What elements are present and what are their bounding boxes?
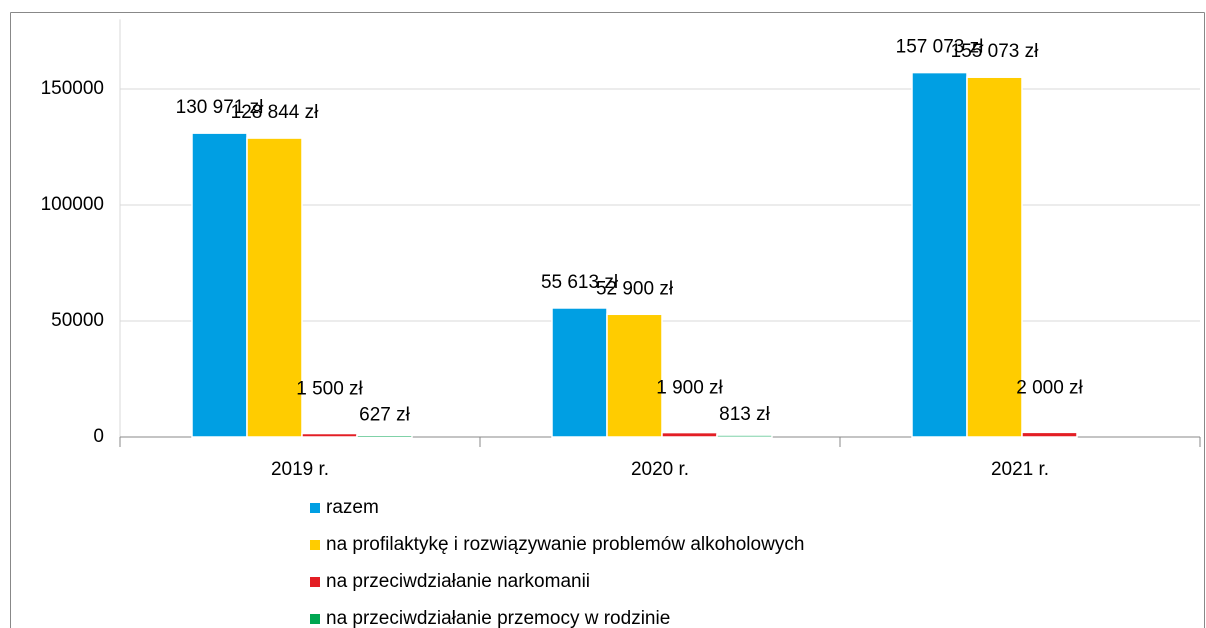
bar — [356, 434, 413, 439]
bar — [966, 76, 1023, 438]
legend-swatch — [310, 577, 320, 587]
y-tick-label: 100000 — [41, 194, 104, 215]
bar — [606, 313, 663, 438]
data-label: 128 844 zł — [231, 102, 319, 123]
data-label: 627 zł — [359, 405, 410, 426]
data-label: 157 073 zł — [896, 37, 984, 58]
data-label: 52 900 zł — [596, 278, 674, 299]
x-tick-label: 2020 r. — [631, 459, 689, 480]
legend-label: na przeciwdziałanie przemocy w rodzinie — [326, 608, 670, 628]
bar — [246, 137, 303, 438]
bar — [551, 307, 608, 438]
bar — [716, 434, 773, 438]
legend-swatch — [310, 614, 320, 624]
y-tick-label: 50000 — [51, 310, 104, 331]
data-label: 2 000 zł — [1016, 377, 1083, 398]
y-tick-label: 150000 — [41, 78, 104, 99]
data-label: 1 900 zł — [656, 378, 723, 399]
bar — [301, 432, 358, 438]
legend-swatch — [310, 540, 320, 550]
data-label: 813 zł — [719, 404, 770, 425]
bar — [911, 71, 968, 438]
x-tick-label: 2019 r. — [271, 459, 329, 480]
y-tick-label: 0 — [93, 426, 104, 447]
bar — [191, 132, 248, 438]
data-label: 130 971 zł — [176, 97, 264, 118]
data-label: 55 613 zł — [541, 272, 619, 293]
bar — [661, 431, 718, 438]
x-tick-label: 2021 r. — [991, 459, 1049, 480]
data-label: 155 073 zł — [951, 41, 1039, 62]
legend-label: na profilaktykę i rozwiązywanie problemó… — [326, 534, 804, 555]
legend-swatch — [310, 503, 320, 513]
bar — [1021, 431, 1078, 438]
legend-label: razem — [326, 497, 379, 518]
legend-label: na przeciwdziałanie narkomanii — [326, 571, 590, 592]
data-label: 1 500 zł — [296, 379, 363, 400]
